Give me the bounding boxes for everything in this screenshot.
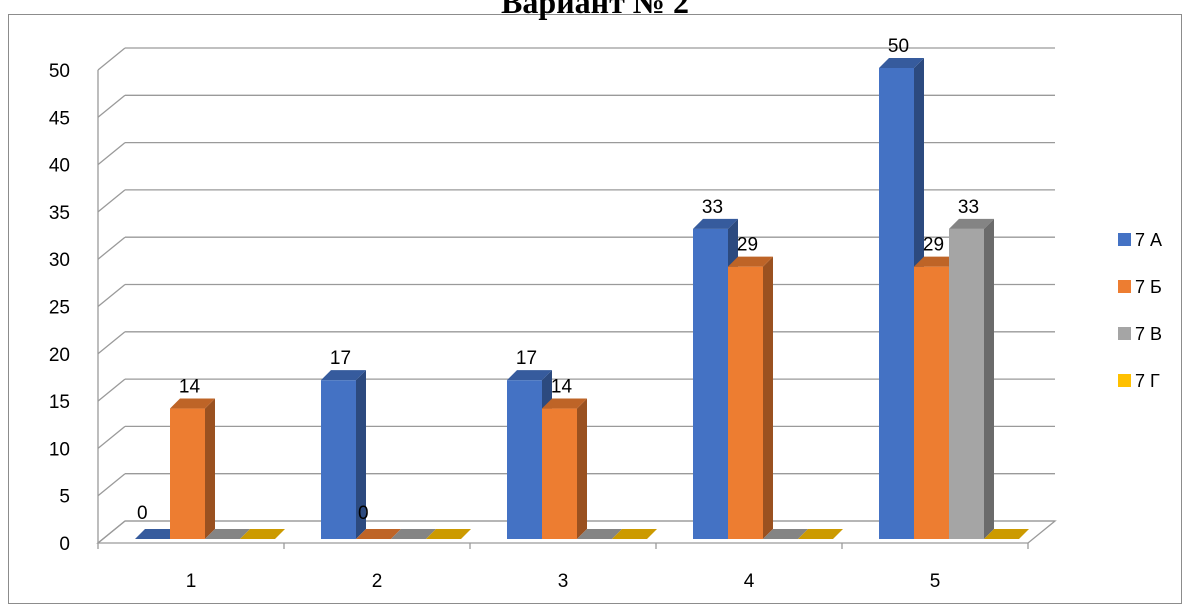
- data-label: 17: [516, 348, 537, 369]
- y-tick-label: 0: [59, 534, 70, 555]
- y-tick-label: 45: [49, 108, 70, 129]
- gridline-side: [98, 285, 125, 307]
- data-label: 29: [737, 235, 758, 256]
- x-tick-label: 1: [186, 571, 197, 592]
- y-tick-label: 20: [49, 345, 70, 366]
- data-label: 29: [923, 235, 944, 256]
- data-label: 50: [888, 36, 909, 57]
- x-tick-label: 4: [744, 571, 755, 592]
- data-label: 0: [358, 503, 369, 524]
- x-tick-label: 5: [930, 571, 941, 592]
- bar-front: [507, 380, 542, 539]
- bar-front: [728, 267, 763, 539]
- legend-swatch: [1118, 374, 1131, 387]
- gridline-side: [98, 379, 125, 401]
- gridline-side: [98, 237, 125, 259]
- gridline-side: [98, 190, 125, 212]
- gridline-side: [98, 426, 125, 448]
- bar-side: [763, 257, 773, 539]
- data-label: 33: [958, 197, 979, 218]
- legend-label: 7 Б: [1135, 277, 1162, 297]
- bar-front: [949, 229, 984, 539]
- legend-label: 7 А: [1135, 230, 1162, 250]
- gridline-side: [98, 474, 125, 496]
- y-tick-label: 30: [49, 250, 70, 271]
- bar-front: [914, 267, 949, 539]
- y-tick-label: 35: [49, 203, 70, 224]
- bar-side: [577, 399, 587, 539]
- legend-swatch: [1118, 327, 1131, 340]
- legend-label: 7 Г: [1135, 371, 1160, 391]
- y-tick-label: 5: [59, 487, 70, 508]
- bar-front: [693, 229, 728, 539]
- bar-front: [879, 68, 914, 539]
- gridline-side: [98, 143, 125, 165]
- bar-front: [170, 409, 205, 539]
- data-label: 0: [137, 503, 148, 524]
- bar-side: [205, 399, 215, 539]
- data-label: 33: [702, 197, 723, 218]
- y-tick-label: 15: [49, 392, 70, 413]
- bar-side: [984, 219, 994, 539]
- data-label: 14: [179, 377, 201, 398]
- y-tick-label: 50: [49, 61, 70, 82]
- legend-swatch: [1118, 233, 1131, 246]
- bar-front: [542, 409, 577, 539]
- data-label: 14: [551, 377, 573, 398]
- bar-front: [321, 380, 356, 539]
- legend-swatch: [1118, 280, 1131, 293]
- gridline-side: [98, 332, 125, 354]
- y-tick-label: 40: [49, 156, 70, 177]
- y-tick-label: 10: [49, 439, 70, 460]
- gridline-side: [98, 48, 125, 70]
- legend-label: 7 В: [1135, 324, 1162, 344]
- gridline-side: [98, 95, 125, 117]
- data-label: 17: [330, 348, 351, 369]
- y-tick-label: 25: [49, 298, 70, 319]
- x-tick-label: 3: [558, 571, 569, 592]
- x-tick-label: 2: [372, 571, 383, 592]
